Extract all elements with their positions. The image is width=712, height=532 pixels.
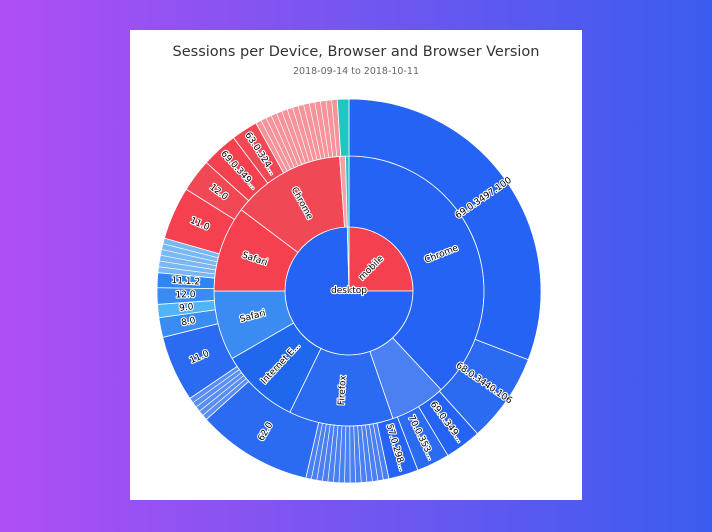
version-subslice-divider: [265, 117, 291, 170]
version-subslice-divider: [202, 378, 247, 416]
version-subslice-divider: [310, 423, 323, 480]
version-subslice-divider: [195, 372, 242, 408]
version-subslice-divider: [199, 375, 245, 412]
version-label-11: 12.0: [175, 290, 196, 301]
browser-label-2: Firefox: [337, 374, 349, 405]
version-subslice-divider: [321, 424, 331, 482]
chart-card: Sessions per Device, Browser and Browser…: [130, 30, 582, 500]
version-subslice-divider: [158, 266, 216, 275]
version-subslice-divider: [319, 101, 330, 158]
version-subslice-divider: [361, 425, 368, 483]
version-subslice-divider: [276, 113, 299, 167]
version-subslice-divider: [303, 104, 318, 160]
version-subslice-divider: [325, 100, 334, 158]
version-subslice-divider: [297, 105, 314, 161]
version-subslice-divider: [333, 425, 339, 483]
version-label-10: 9.0: [179, 302, 195, 313]
version-segment-0[interactable]: [348, 98, 542, 361]
version-subslice-divider: [365, 424, 373, 482]
version-subslice-divider: [162, 243, 219, 259]
version-subslice-divider: [331, 99, 338, 157]
version-subslice-divider: [308, 103, 322, 160]
version-segment-19[interactable]: [336, 98, 350, 157]
version-subslice-divider: [316, 424, 327, 481]
version-subslice-divider: [372, 423, 384, 480]
version-subslice-divider: [270, 115, 295, 168]
version-subslice-divider: [338, 425, 343, 483]
version-subslice-divider: [314, 102, 326, 159]
version-subslice-divider: [353, 425, 357, 483]
chart-title: Sessions per Device, Browser and Browser…: [172, 44, 540, 60]
chart-subtitle: 2018-09-14 to 2018-10-11: [293, 66, 419, 77]
version-subslice-divider: [368, 424, 379, 481]
version-subslice-divider: [281, 111, 303, 165]
version-subslice-divider: [357, 425, 362, 483]
version-subslice-divider: [292, 107, 310, 163]
version-subslice-divider: [161, 249, 218, 263]
version-subslice-divider: [260, 120, 288, 172]
version-label-12: 11.1.2: [171, 276, 200, 288]
version-subslice-divider: [286, 109, 306, 164]
version-subslice-divider: [344, 425, 347, 483]
version-label-9: 8.0: [181, 316, 197, 329]
version-subslice-divider: [159, 260, 216, 271]
version-subslice-divider: [192, 369, 240, 404]
version-subslice-divider: [160, 254, 217, 267]
version-subslice-divider: [327, 425, 335, 482]
version-segment-5[interactable]: [305, 422, 390, 484]
